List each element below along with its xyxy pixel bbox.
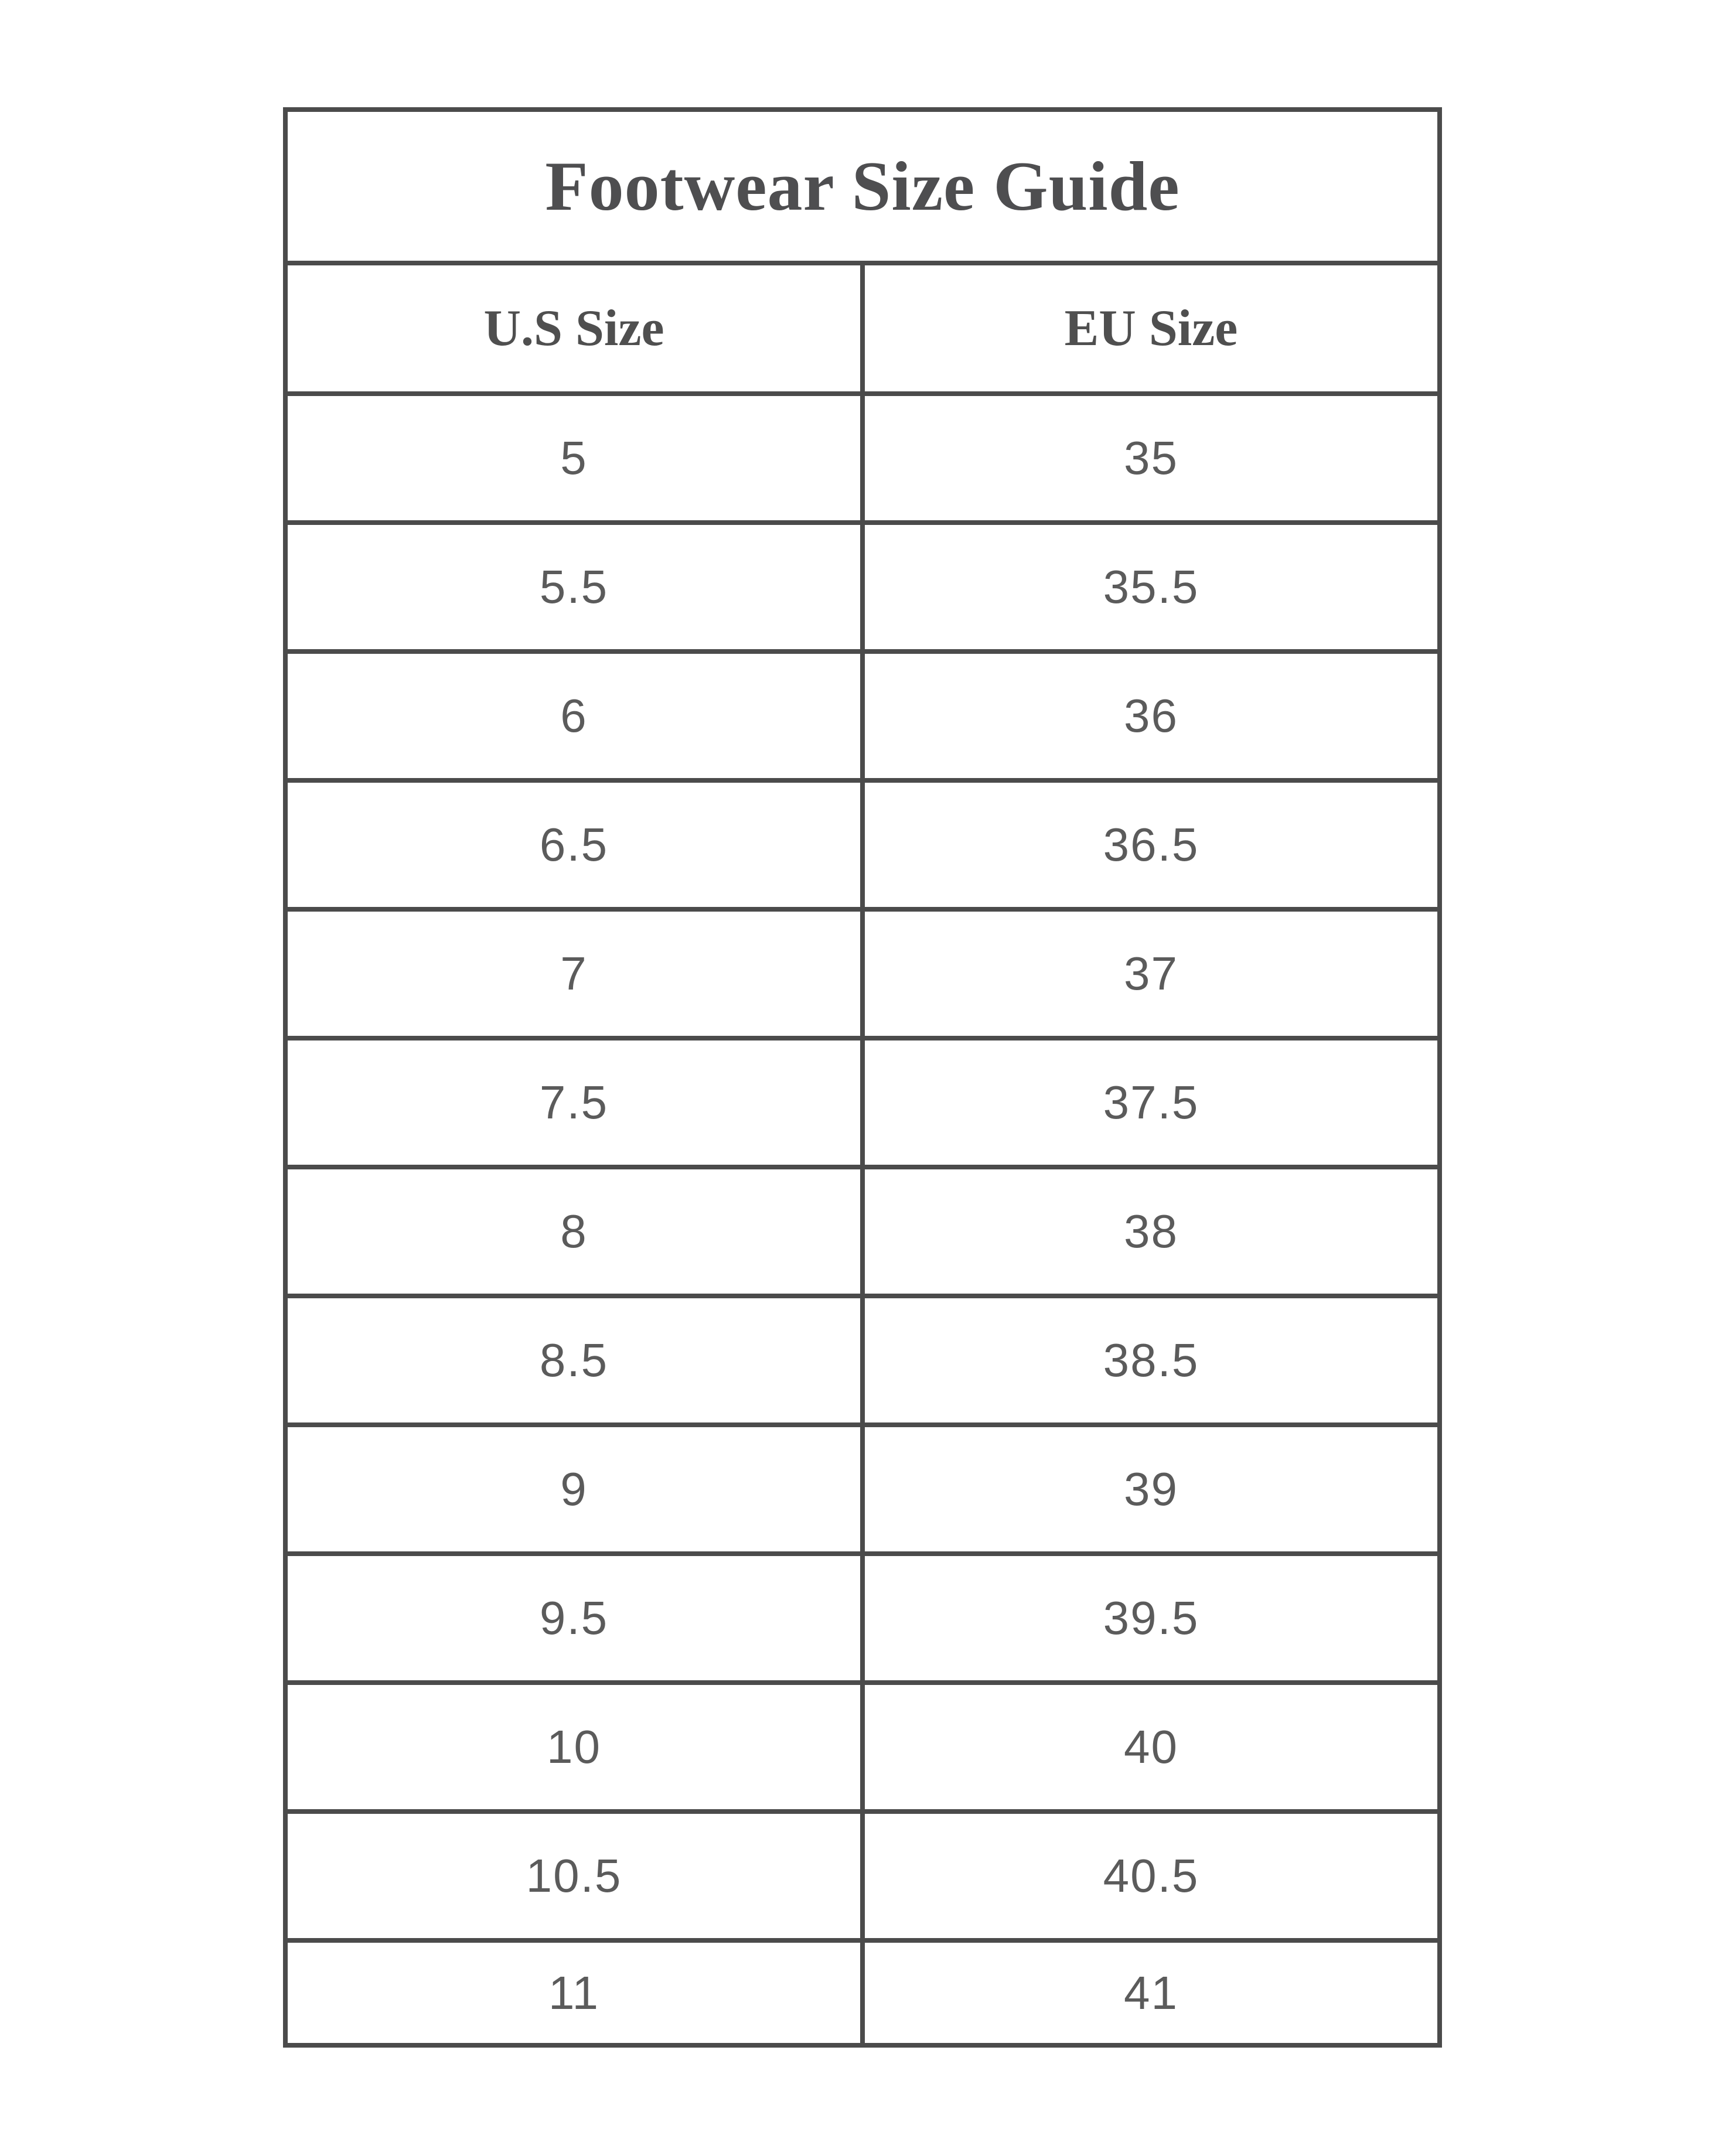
table-row: 11 41 — [288, 1938, 1437, 2043]
us-size-value: 6 — [560, 690, 588, 742]
eu-size-cell: 39 — [860, 1427, 1437, 1551]
eu-size-value: 38 — [1124, 1205, 1178, 1257]
eu-size-cell: 36 — [860, 654, 1437, 778]
table-row: 5.5 35.5 — [288, 520, 1437, 649]
table-row: 6.5 36.5 — [288, 778, 1437, 907]
eu-size-value: 35.5 — [1103, 561, 1199, 613]
us-size-cell: 9 — [288, 1427, 860, 1551]
eu-size-cell: 35.5 — [860, 525, 1437, 649]
us-size-cell: 8 — [288, 1169, 860, 1294]
us-size-cell: 11 — [288, 1943, 860, 2043]
page-title: Footwear Size Guide — [545, 147, 1180, 225]
us-size-value: 7.5 — [539, 1076, 609, 1128]
us-size-value: 8 — [560, 1205, 588, 1257]
us-size-value: 8.5 — [539, 1334, 609, 1386]
title-row: Footwear Size Guide — [288, 112, 1437, 261]
eu-size-cell: 37 — [860, 912, 1437, 1036]
eu-size-value: 38.5 — [1103, 1334, 1199, 1386]
table-row: 9 39 — [288, 1422, 1437, 1551]
eu-size-value: 36 — [1124, 690, 1178, 742]
eu-size-cell: 39.5 — [860, 1556, 1437, 1680]
eu-size-cell: 40.5 — [860, 1814, 1437, 1938]
eu-size-value: 39 — [1124, 1463, 1178, 1515]
eu-size-value: 37.5 — [1103, 1076, 1199, 1128]
us-size-value: 10 — [547, 1721, 601, 1773]
us-size-cell: 7 — [288, 912, 860, 1036]
eu-size-cell: 40 — [860, 1685, 1437, 1809]
table-row: 7 37 — [288, 907, 1437, 1036]
eu-size-value: 40.5 — [1103, 1850, 1199, 1902]
eu-size-cell: 38 — [860, 1169, 1437, 1294]
table-row: 8 38 — [288, 1165, 1437, 1294]
eu-size-value: 36.5 — [1103, 818, 1199, 871]
eu-size-cell: 35 — [860, 396, 1437, 520]
us-size-value: 11 — [548, 1966, 600, 2019]
us-size-cell: 5.5 — [288, 525, 860, 649]
us-size-value: 9.5 — [539, 1592, 609, 1644]
eu-size-cell: 37.5 — [860, 1041, 1437, 1165]
table-row: 9.5 39.5 — [288, 1551, 1437, 1680]
eu-size-cell: 38.5 — [860, 1298, 1437, 1422]
us-size-cell: 7.5 — [288, 1041, 860, 1165]
us-size-value: 7 — [560, 947, 588, 999]
us-size-value: 6.5 — [539, 818, 609, 871]
eu-size-cell: 36.5 — [860, 783, 1437, 907]
eu-size-value: 40 — [1124, 1721, 1178, 1773]
column-header-eu-label: EU Size — [1064, 299, 1238, 357]
us-size-value: 5 — [560, 432, 588, 484]
eu-size-value: 41 — [1124, 1966, 1178, 2019]
table-row: 10 40 — [288, 1680, 1437, 1809]
table-row: 10.5 40.5 — [288, 1809, 1437, 1938]
us-size-value: 9 — [560, 1463, 588, 1515]
table-row: 6 36 — [288, 649, 1437, 778]
us-size-cell: 10.5 — [288, 1814, 860, 1938]
eu-size-value: 35 — [1124, 432, 1178, 484]
eu-size-value: 39.5 — [1103, 1592, 1199, 1644]
eu-size-value: 37 — [1124, 947, 1178, 999]
header-row: U.S Size EU Size — [288, 261, 1437, 391]
table-row: 8.5 38.5 — [288, 1294, 1437, 1422]
size-guide-table: Footwear Size Guide U.S Size EU Size 5 3… — [283, 107, 1442, 2048]
table-row: 7.5 37.5 — [288, 1036, 1437, 1165]
column-header-us: U.S Size — [288, 265, 860, 391]
column-header-eu: EU Size — [860, 265, 1437, 391]
us-size-cell: 6 — [288, 654, 860, 778]
us-size-cell: 6.5 — [288, 783, 860, 907]
us-size-cell: 8.5 — [288, 1298, 860, 1422]
table-row: 5 35 — [288, 391, 1437, 520]
us-size-value: 5.5 — [539, 561, 609, 613]
us-size-cell: 10 — [288, 1685, 860, 1809]
column-header-us-label: U.S Size — [483, 299, 664, 357]
us-size-cell: 9.5 — [288, 1556, 860, 1680]
eu-size-cell: 41 — [860, 1943, 1437, 2043]
us-size-value: 10.5 — [526, 1850, 622, 1902]
us-size-cell: 5 — [288, 396, 860, 520]
